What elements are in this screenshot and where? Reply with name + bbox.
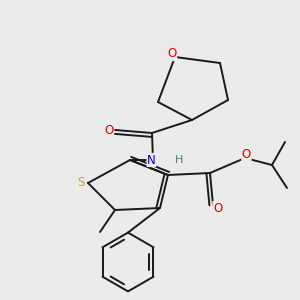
- Text: O: O: [242, 148, 251, 161]
- Text: O: O: [104, 124, 114, 136]
- Text: H: H: [175, 155, 184, 165]
- Text: S: S: [78, 176, 85, 190]
- Text: N: N: [147, 154, 156, 166]
- Text: O: O: [167, 47, 177, 61]
- Text: O: O: [213, 202, 222, 214]
